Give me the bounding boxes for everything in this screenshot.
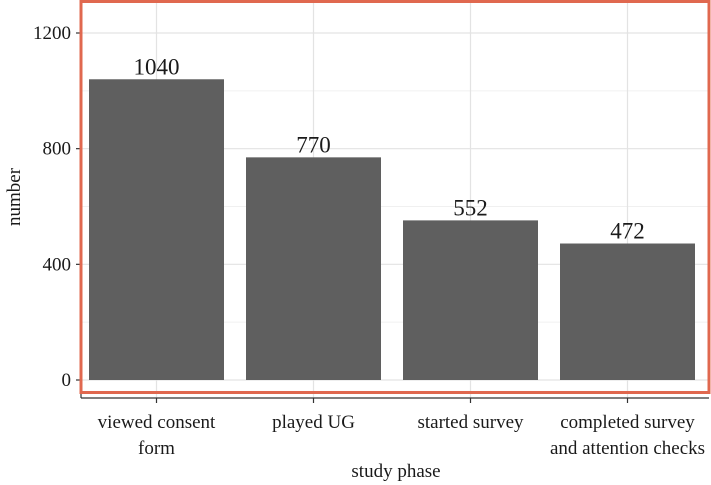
x-tick-label: played UG	[272, 412, 355, 433]
highlight-border	[79, 0, 711, 394]
bar	[89, 79, 224, 381]
x-tick-label: viewed consent form	[98, 412, 216, 459]
data-label: 1040	[134, 54, 180, 79]
data-labels: 1040 770 552 472	[134, 54, 645, 243]
x-tick-labels: viewed consent form played UG started surve…	[98, 412, 705, 459]
data-label: 552	[453, 195, 488, 220]
y-tick-label: 400	[43, 254, 72, 275]
bars	[89, 79, 695, 381]
x-tick-label: started survey	[417, 412, 524, 433]
bar	[403, 220, 538, 380]
data-label: 770	[296, 132, 331, 157]
data-label: 472	[610, 219, 645, 244]
bar	[560, 243, 695, 380]
bar	[246, 157, 381, 380]
x-axis-title: study phase	[351, 461, 440, 482]
x-tick-label: completed survey and attention checks	[550, 412, 705, 459]
y-tick-label: 0	[62, 370, 72, 391]
y-tick-label: 800	[43, 139, 72, 160]
y-axis-title: number	[4, 167, 25, 226]
y-tick-labels: 0 400 800 1200	[33, 23, 71, 391]
y-tick-label: 1200	[33, 23, 71, 44]
